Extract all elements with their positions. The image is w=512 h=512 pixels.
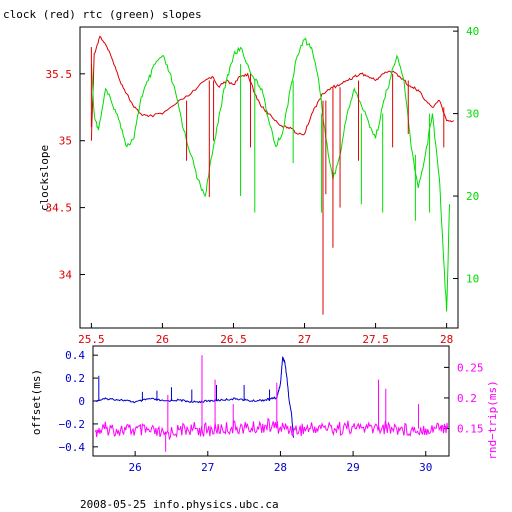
top-xtick-label-3: 27: [298, 333, 311, 346]
bottom-series-magenta: [94, 417, 448, 441]
top-panel: 25.5 26 26.5 27 27.5 28 34 34.5 35 35.5 10 20 30 40 c…: [38, 25, 479, 346]
top-ytick-label-3: 35.5: [46, 68, 73, 81]
bottom-xtick-label-0: 26: [129, 461, 142, 474]
bottom-ytick-label-0: −0.4: [59, 441, 86, 454]
top-y2tick-label-0: 10: [466, 273, 479, 286]
top-ylabel: clockslope: [38, 145, 51, 211]
bottom-ylabel: offset(ms): [30, 369, 43, 435]
bottom-ytick-label-1: −0.2: [59, 418, 86, 431]
top-xtick-label-0: 25.5: [78, 333, 105, 346]
bottom-xtick-label-1: 27: [201, 461, 214, 474]
bottom-series-blue: [95, 355, 294, 438]
bottom-xtick-label-2: 28: [274, 461, 287, 474]
top-series-green: [90, 37, 450, 312]
top-y2tick-label-1: 20: [466, 190, 479, 203]
chart-title: clock (red) rtc (green) slopes: [3, 8, 202, 21]
top-xtick-label-2: 26.5: [220, 333, 247, 346]
top-y2tick-label-3: 40: [466, 25, 479, 38]
top-xtick-label-1: 26: [156, 333, 169, 346]
bottom-y2tick-label-1: 0.2: [457, 392, 477, 405]
footer-text: 2008-05-25 info.physics.ubc.ca: [80, 498, 279, 511]
bottom-xtick-label-3: 29: [346, 461, 359, 474]
bottom-ytick-label-3: 0.2: [65, 372, 85, 385]
bottom-y2tick-label-2: 0.25: [457, 361, 484, 374]
top-plot-frame: [79, 26, 459, 329]
top-series-red: [90, 35, 454, 141]
bottom-y2label: rnd−trip(ms): [486, 380, 499, 459]
bottom-ytick-label-2: 0: [78, 395, 85, 408]
bottom-xtick-label-4: 30: [419, 461, 432, 474]
bottom-panel: 26 27 28 29 30 −0.4 −0.2 0 0.2 0.4 0.15 0.2 0.25 off…: [30, 345, 499, 474]
top-xtick-label-4: 27.5: [362, 333, 389, 346]
bottom-ytick-label-4: 0.4: [65, 349, 85, 362]
top-ytick-label-2: 35: [59, 135, 72, 148]
top-y2tick-label-2: 30: [466, 108, 479, 121]
top-ytick-label-1: 34.5: [46, 202, 73, 215]
top-ytick-label-0: 34: [59, 268, 73, 281]
top-xtick-label-5: 28: [440, 333, 453, 346]
bottom-plot-area: 26 27 28 29 30 −0.4 −0.2 0 0.2 0.4 0.15 0.2 0.25: [59, 349, 484, 474]
bottom-plot-frame: [92, 345, 450, 457]
top-plot-area: 25.5 26 26.5 27 27.5 28 34 34.5 35 35.5 10 20 30 40: [46, 25, 480, 346]
bottom-y2tick-label-0: 0.15: [457, 423, 484, 436]
